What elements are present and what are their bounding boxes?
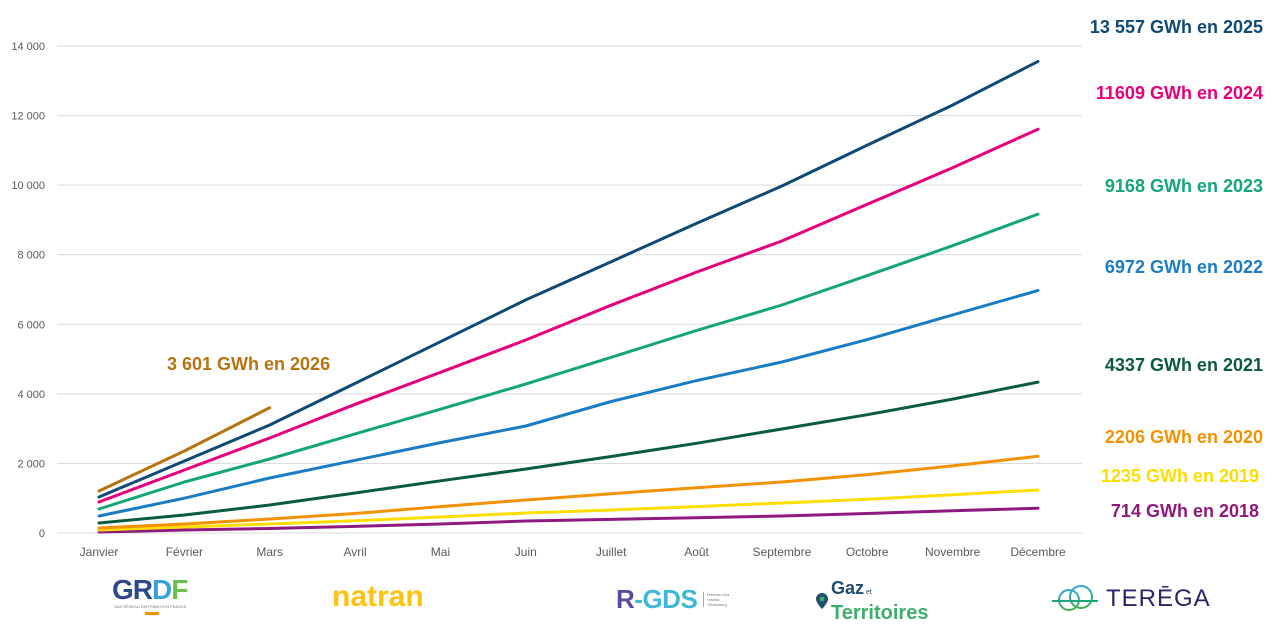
x-tick-label: Juin <box>515 545 537 559</box>
series-label-2019: 1235 GWh en 2019 <box>1101 466 1259 486</box>
x-tick-label: Septembre <box>753 545 812 559</box>
series-label-2018: 714 GWh en 2018 <box>1111 501 1259 521</box>
y-tick-label: 4 000 <box>17 389 45 401</box>
series-label-2025: 13 557 GWh en 2025 <box>1090 17 1263 37</box>
grdf-accent-bar <box>145 612 159 615</box>
series-line-2026 <box>97 406 272 493</box>
y-tick-label: 12 000 <box>11 111 45 123</box>
series-label-2026: 3 601 GWh en 2026 <box>167 354 330 374</box>
x-tick-label: Avril <box>344 545 367 559</box>
end-labels: 714 GWh en 2018 1235 GWh en 2019 2206 GWh … <box>167 17 1263 521</box>
grdf-wordmark: GRDF <box>112 574 188 605</box>
grdf-logo: GRDF GAZ RÉSEAU DISTRIBUTION FRANCE <box>112 574 188 615</box>
terega-logo: TERĒGA <box>1050 584 1211 614</box>
map-pin-icon <box>816 592 828 609</box>
x-tick-label: Janvier <box>80 545 119 559</box>
y-tick-label: 6 000 <box>17 319 45 331</box>
series-label-2022: 6972 GWh en 2022 <box>1105 257 1263 277</box>
x-tick-label: Août <box>684 545 709 559</box>
x-tick-label: Juillet <box>596 545 627 559</box>
y-tick-label: 2 000 <box>17 458 45 470</box>
rgds-wordmark: R-GDS <box>616 584 698 614</box>
x-axis-ticks: Janvier Février Mars Avril Mai Juin Juillet Aoû… <box>80 545 1066 559</box>
x-tick-label: Mars <box>256 545 283 559</box>
x-tick-label: Mai <box>431 545 450 559</box>
series-line-2024 <box>97 127 1040 504</box>
series-line-2018 <box>97 506 1040 534</box>
x-tick-label: Décembre <box>1010 545 1066 559</box>
rgds-subtitle: Réseau Gaz réseau Strasbourg <box>703 592 737 607</box>
x-tick-label: Novembre <box>925 545 981 559</box>
partner-logos: GRDF GAZ RÉSEAU DISTRIBUTION FRANCE natr… <box>0 570 1287 631</box>
y-tick-label: 10 000 <box>11 180 45 192</box>
y-tick-label: 14 000 <box>11 41 45 53</box>
series-line-2023 <box>97 212 1040 511</box>
gridlines <box>57 45 1082 534</box>
series-line-2019 <box>97 488 1040 532</box>
series-label-2021: 4337 GWh en 2021 <box>1105 355 1263 375</box>
terega-wordmark: TERĒGA <box>1106 585 1211 612</box>
series-line-2020 <box>97 454 1040 530</box>
y-tick-label: 8 000 <box>17 250 45 262</box>
series-line-2021 <box>97 380 1040 525</box>
territoires-wordmark: Territoires <box>831 602 929 624</box>
gaz-et-territoires-logo: Gaz et Territoires <box>816 578 928 623</box>
series-label-2023: 9168 GWh en 2023 <box>1105 176 1263 196</box>
natran-logo: natran <box>332 580 424 613</box>
y-axis-ticks: 0 2 000 4 000 6 000 8 000 10 000 12 000 14 000 <box>11 41 45 540</box>
grdf-subtitle: GAZ RÉSEAU DISTRIBUTION FRANCE <box>114 604 187 609</box>
terega-circles-icon <box>1052 585 1098 611</box>
gaz-wordmark: Gaz et <box>831 578 872 598</box>
series-label-2024: 11609 GWh en 2024 <box>1096 83 1263 103</box>
rgds-logo: R-GDS Réseau Gaz réseau Strasbourg <box>616 584 737 615</box>
x-tick-label: Février <box>166 545 203 559</box>
x-tick-label: Octobre <box>846 545 889 559</box>
series-label-2020: 2206 GWh en 2020 <box>1105 427 1263 447</box>
series-line-2025 <box>97 59 1040 499</box>
series-line-2022 <box>97 289 1040 518</box>
series-lines <box>97 59 1040 534</box>
y-tick-label: 0 <box>39 528 45 540</box>
